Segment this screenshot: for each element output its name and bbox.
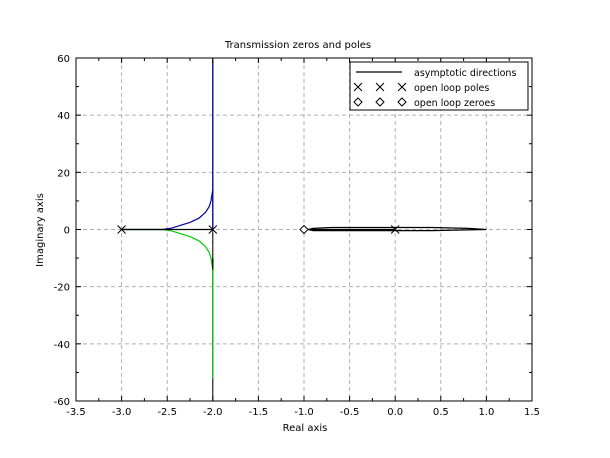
locus-branch (308, 226, 487, 232)
legend-label: asymptotic directions (414, 68, 516, 79)
y-tick-label: 0 (64, 226, 70, 237)
pole-marker (208, 225, 218, 234)
x-tick-label: 1.5 (524, 407, 540, 418)
legend-label: open loop poles (414, 83, 489, 94)
x-tick-label: -1.5 (249, 407, 269, 418)
y-tick-label: -40 (54, 340, 70, 351)
x-tick-label: -0.5 (340, 407, 360, 418)
x-tick-label: -2.0 (203, 407, 223, 418)
locus-branch (121, 189, 214, 231)
y-tick-label: 40 (57, 111, 70, 122)
y-tick-label: -20 (54, 283, 70, 294)
x-tick-label: -2.5 (157, 407, 177, 418)
legend-zero-sample (353, 97, 363, 107)
y-tick-label: -60 (54, 397, 70, 408)
y-tick-label: 20 (57, 168, 70, 179)
legend-pole-sample (353, 82, 363, 92)
x-axis-label: Real axis (283, 423, 328, 434)
zero-marker (299, 224, 309, 235)
pole-marker (117, 225, 126, 234)
legend-zero-sample (375, 97, 385, 107)
legend-pole-sample (375, 82, 385, 92)
pole-marker (390, 225, 400, 234)
legend-label: open loop zeroes (414, 98, 495, 109)
x-tick-label: -3.5 (66, 407, 86, 418)
x-tick-label: -1.0 (294, 407, 314, 418)
y-axis-label: Imaginary axis (35, 193, 46, 267)
chart-title: Transmission zeros and poles (224, 40, 371, 51)
y-tick-label: 60 (57, 54, 70, 65)
locus-branch (121, 228, 214, 270)
x-tick-label: 1.0 (478, 407, 494, 418)
x-tick-label: -3.0 (112, 407, 132, 418)
x-tick-label: 0.0 (387, 407, 403, 418)
x-tick-label: 0.5 (433, 407, 449, 418)
legend-pole-sample (397, 82, 407, 92)
legend-zero-sample (397, 97, 407, 107)
